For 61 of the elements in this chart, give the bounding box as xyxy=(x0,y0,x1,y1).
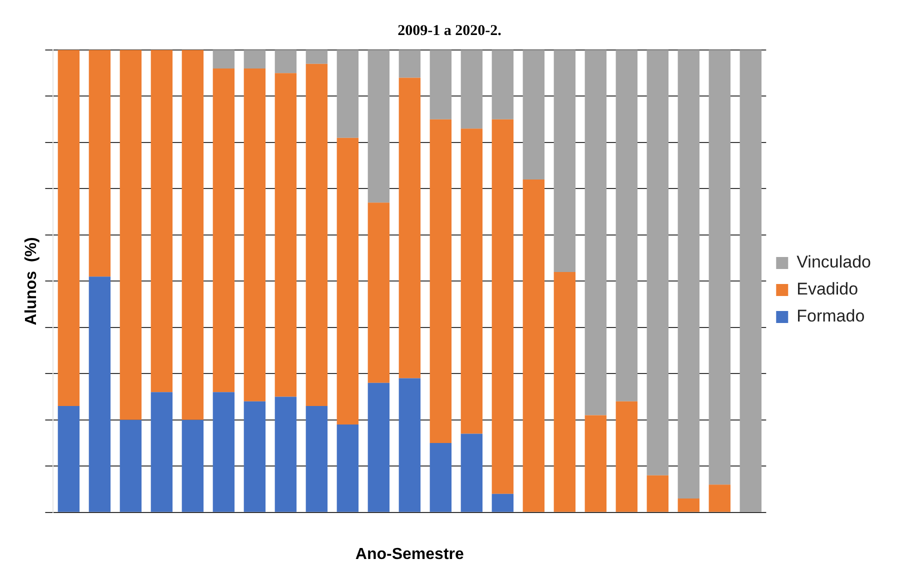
bar xyxy=(244,50,266,68)
bar xyxy=(398,378,421,512)
bar xyxy=(430,50,452,120)
bar xyxy=(88,276,111,512)
bar xyxy=(120,420,142,512)
bar xyxy=(646,475,668,512)
bar xyxy=(368,50,390,203)
bar xyxy=(244,68,266,402)
bar xyxy=(522,179,545,512)
chart-title: 2009-1 a 2020-2. xyxy=(398,22,502,39)
bar xyxy=(306,50,328,64)
bar xyxy=(554,272,576,512)
bar xyxy=(584,415,607,512)
bar xyxy=(336,424,359,512)
bar xyxy=(182,50,204,420)
bar xyxy=(274,396,297,512)
bar xyxy=(616,401,638,512)
bar xyxy=(274,73,297,397)
bar xyxy=(336,50,359,138)
bar xyxy=(460,50,483,129)
bar xyxy=(306,64,328,406)
bar xyxy=(646,50,668,476)
bar xyxy=(306,406,328,512)
bar xyxy=(492,119,514,494)
bar xyxy=(398,50,421,78)
bar xyxy=(274,50,297,74)
bar xyxy=(150,392,173,512)
bar xyxy=(58,50,80,406)
y-axis-title: Alunos (%) xyxy=(23,237,40,326)
bar xyxy=(616,50,638,402)
bar xyxy=(120,50,142,420)
bar xyxy=(740,50,762,512)
bar xyxy=(182,420,204,512)
x-axis-title: Ano-Semestre xyxy=(355,546,464,563)
legend-label: Vinculado xyxy=(796,252,871,272)
bar xyxy=(430,119,452,444)
bar xyxy=(398,78,421,378)
bar xyxy=(150,50,173,392)
bar xyxy=(212,50,235,68)
bar xyxy=(88,50,111,277)
bar xyxy=(212,68,235,392)
bar xyxy=(492,50,514,120)
bar xyxy=(522,50,545,180)
bar xyxy=(708,50,730,485)
bar xyxy=(460,128,483,434)
bar xyxy=(430,443,452,512)
bar xyxy=(554,50,576,272)
legend-label: Formado xyxy=(796,306,865,326)
bar xyxy=(492,494,514,512)
bar xyxy=(244,401,266,512)
legend-label: Evadido xyxy=(796,280,858,299)
bar xyxy=(58,406,80,512)
bar xyxy=(212,392,235,512)
bar xyxy=(678,498,700,512)
bar xyxy=(336,138,359,425)
bar xyxy=(368,382,390,512)
bar xyxy=(708,484,730,512)
bar xyxy=(584,50,607,416)
bar xyxy=(368,202,390,383)
bar xyxy=(460,434,483,512)
bar xyxy=(678,50,700,499)
